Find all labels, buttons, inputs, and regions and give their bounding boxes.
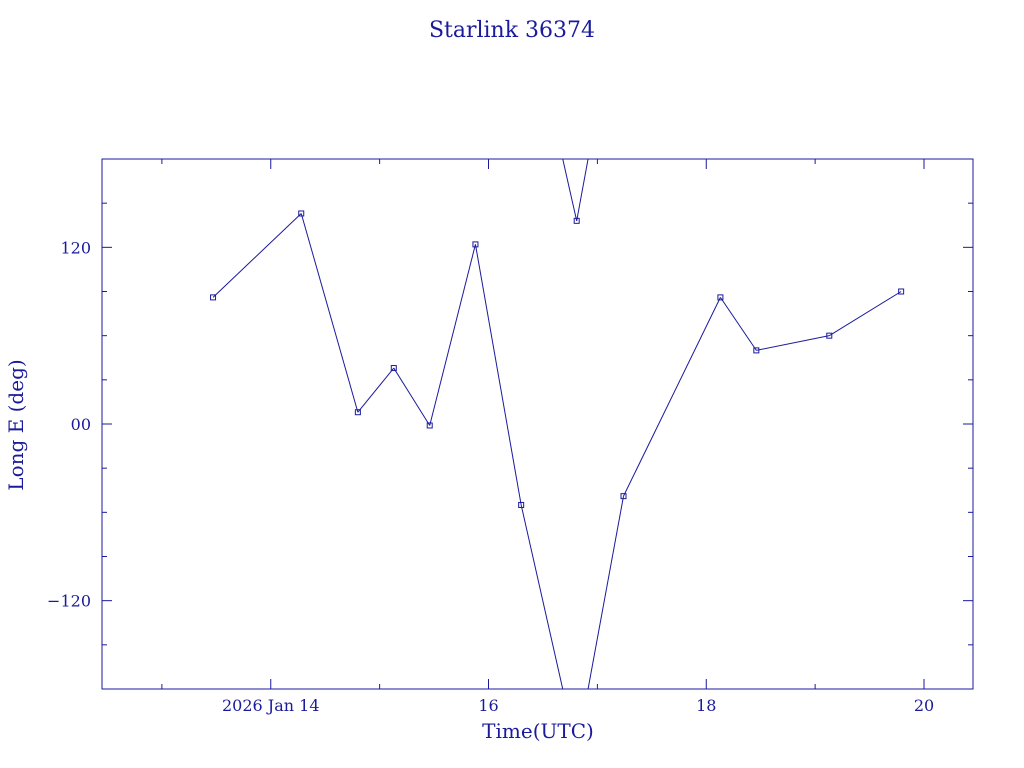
series-segment (756, 335, 830, 351)
data-point (472, 241, 479, 248)
series-segment (393, 367, 431, 426)
plot-border (101, 158, 974, 690)
y-axis-label: Long E (deg) (4, 359, 28, 490)
series-segment (829, 291, 902, 337)
data-point (210, 294, 217, 301)
y-tick-label: 00 (71, 415, 91, 434)
series-segment (576, 159, 589, 221)
x-tick-label: 18 (696, 696, 716, 715)
series-segment (623, 297, 721, 497)
series-segment (300, 213, 359, 413)
plot-frame (101, 158, 974, 690)
chart-title: Starlink 36374 (429, 18, 595, 43)
data-series (210, 159, 905, 689)
series-segment (474, 244, 522, 506)
data-point (390, 365, 397, 372)
y-axis: 120 00 −120 (47, 202, 973, 646)
series-segment (357, 367, 395, 413)
y-tick-label: 120 (60, 238, 91, 257)
data-point (573, 217, 580, 224)
data-point (898, 288, 905, 295)
x-axis-label: Time(UTC) (482, 719, 594, 743)
series-segment (719, 297, 757, 351)
data-point (826, 332, 833, 339)
series-segment (212, 213, 302, 298)
series-segment (562, 159, 578, 221)
data-point (298, 210, 305, 217)
series-segment (587, 496, 625, 689)
data-point (620, 493, 627, 500)
series-segment (520, 504, 564, 689)
y-tick-label: −120 (47, 592, 91, 611)
data-point (717, 294, 724, 301)
series-lines (212, 159, 902, 689)
x-tick-label: 20 (914, 696, 934, 715)
data-point (354, 409, 361, 416)
data-point (518, 501, 525, 508)
x-tick-label: 2026 Jan 14 (222, 696, 320, 715)
x-tick-label: 16 (478, 696, 498, 715)
data-point (753, 347, 760, 354)
x-axis: 2026 Jan 14 16 18 20 (161, 159, 934, 715)
data-point (426, 422, 433, 429)
series-segment (429, 244, 476, 426)
